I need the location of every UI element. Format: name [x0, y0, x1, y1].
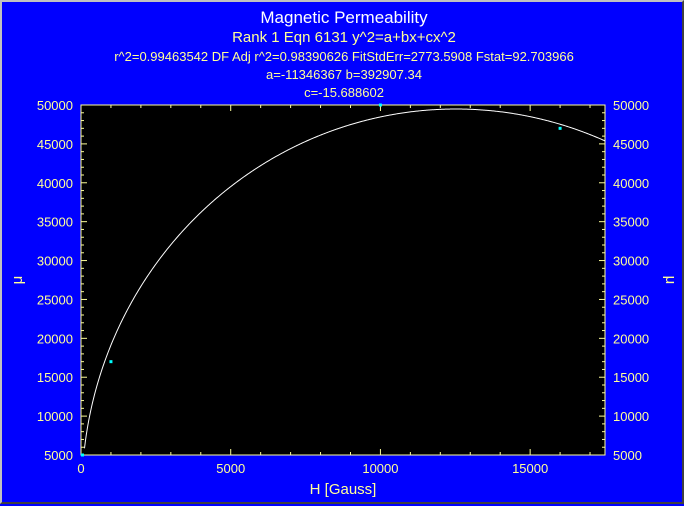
y-tick-label-left: 25000 [37, 292, 73, 307]
axis-ticks [80, 104, 605, 456]
coefficients-ab: a=-11346367 b=392907.34 [266, 67, 422, 82]
data-point [109, 360, 113, 364]
chart-title: Magnetic Permeability [260, 8, 428, 27]
x-tick-label: 0 [77, 461, 84, 476]
y-tick-label-right: 50000 [613, 98, 649, 113]
y-tick-label-left: 35000 [37, 215, 73, 230]
axis-tick-labels: 5000 5000 10000 10000 15000 15000 20000 20000 25… [37, 98, 649, 476]
fit-statistics: r^2=0.99463542 DF Adj r^2=0.98390626 Fit… [114, 49, 574, 64]
y-tick-label-right: 15000 [613, 370, 649, 385]
y-tick-label-left: 50000 [37, 98, 73, 113]
x-axis-label: H [Gauss] [310, 481, 377, 498]
y-tick-label-right: 35000 [613, 215, 649, 230]
y-tick-label-right: 20000 [613, 331, 649, 346]
fit-curve [83, 108, 606, 449]
y-tick-label-right: 45000 [613, 137, 649, 152]
data-point [80, 453, 84, 457]
y-tick-label-right: 10000 [613, 409, 649, 424]
x-tick-label: 5000 [216, 461, 245, 476]
y-tick-label-left: 45000 [37, 137, 73, 152]
plot-area [80, 104, 606, 456]
y-axis-label-right: μ [662, 276, 679, 285]
coefficient-c: c=-15.688602 [304, 85, 384, 100]
y-tick-label-right: 40000 [613, 176, 649, 191]
y-tick-label-right: 30000 [613, 254, 649, 269]
y-tick-label-left: 5000 [44, 448, 73, 463]
y-tick-label-left: 30000 [37, 254, 73, 269]
y-tick-label-left: 15000 [37, 370, 73, 385]
y-tick-label-right: 5000 [613, 448, 642, 463]
data-point [558, 126, 562, 130]
y-tick-label-left: 10000 [37, 409, 73, 424]
y-axis-label-left: μ [9, 276, 26, 285]
equation-subtitle: Rank 1 Eqn 6131 y^2=a+bx+cx^2 [232, 29, 456, 46]
y-tick-label-left: 40000 [37, 176, 73, 191]
y-tick-label-left: 20000 [37, 331, 73, 346]
y-tick-label-right: 25000 [613, 292, 649, 307]
x-tick-label: 15000 [512, 461, 548, 476]
x-tick-label: 10000 [362, 461, 398, 476]
data-points [80, 103, 562, 457]
data-point [378, 103, 382, 107]
